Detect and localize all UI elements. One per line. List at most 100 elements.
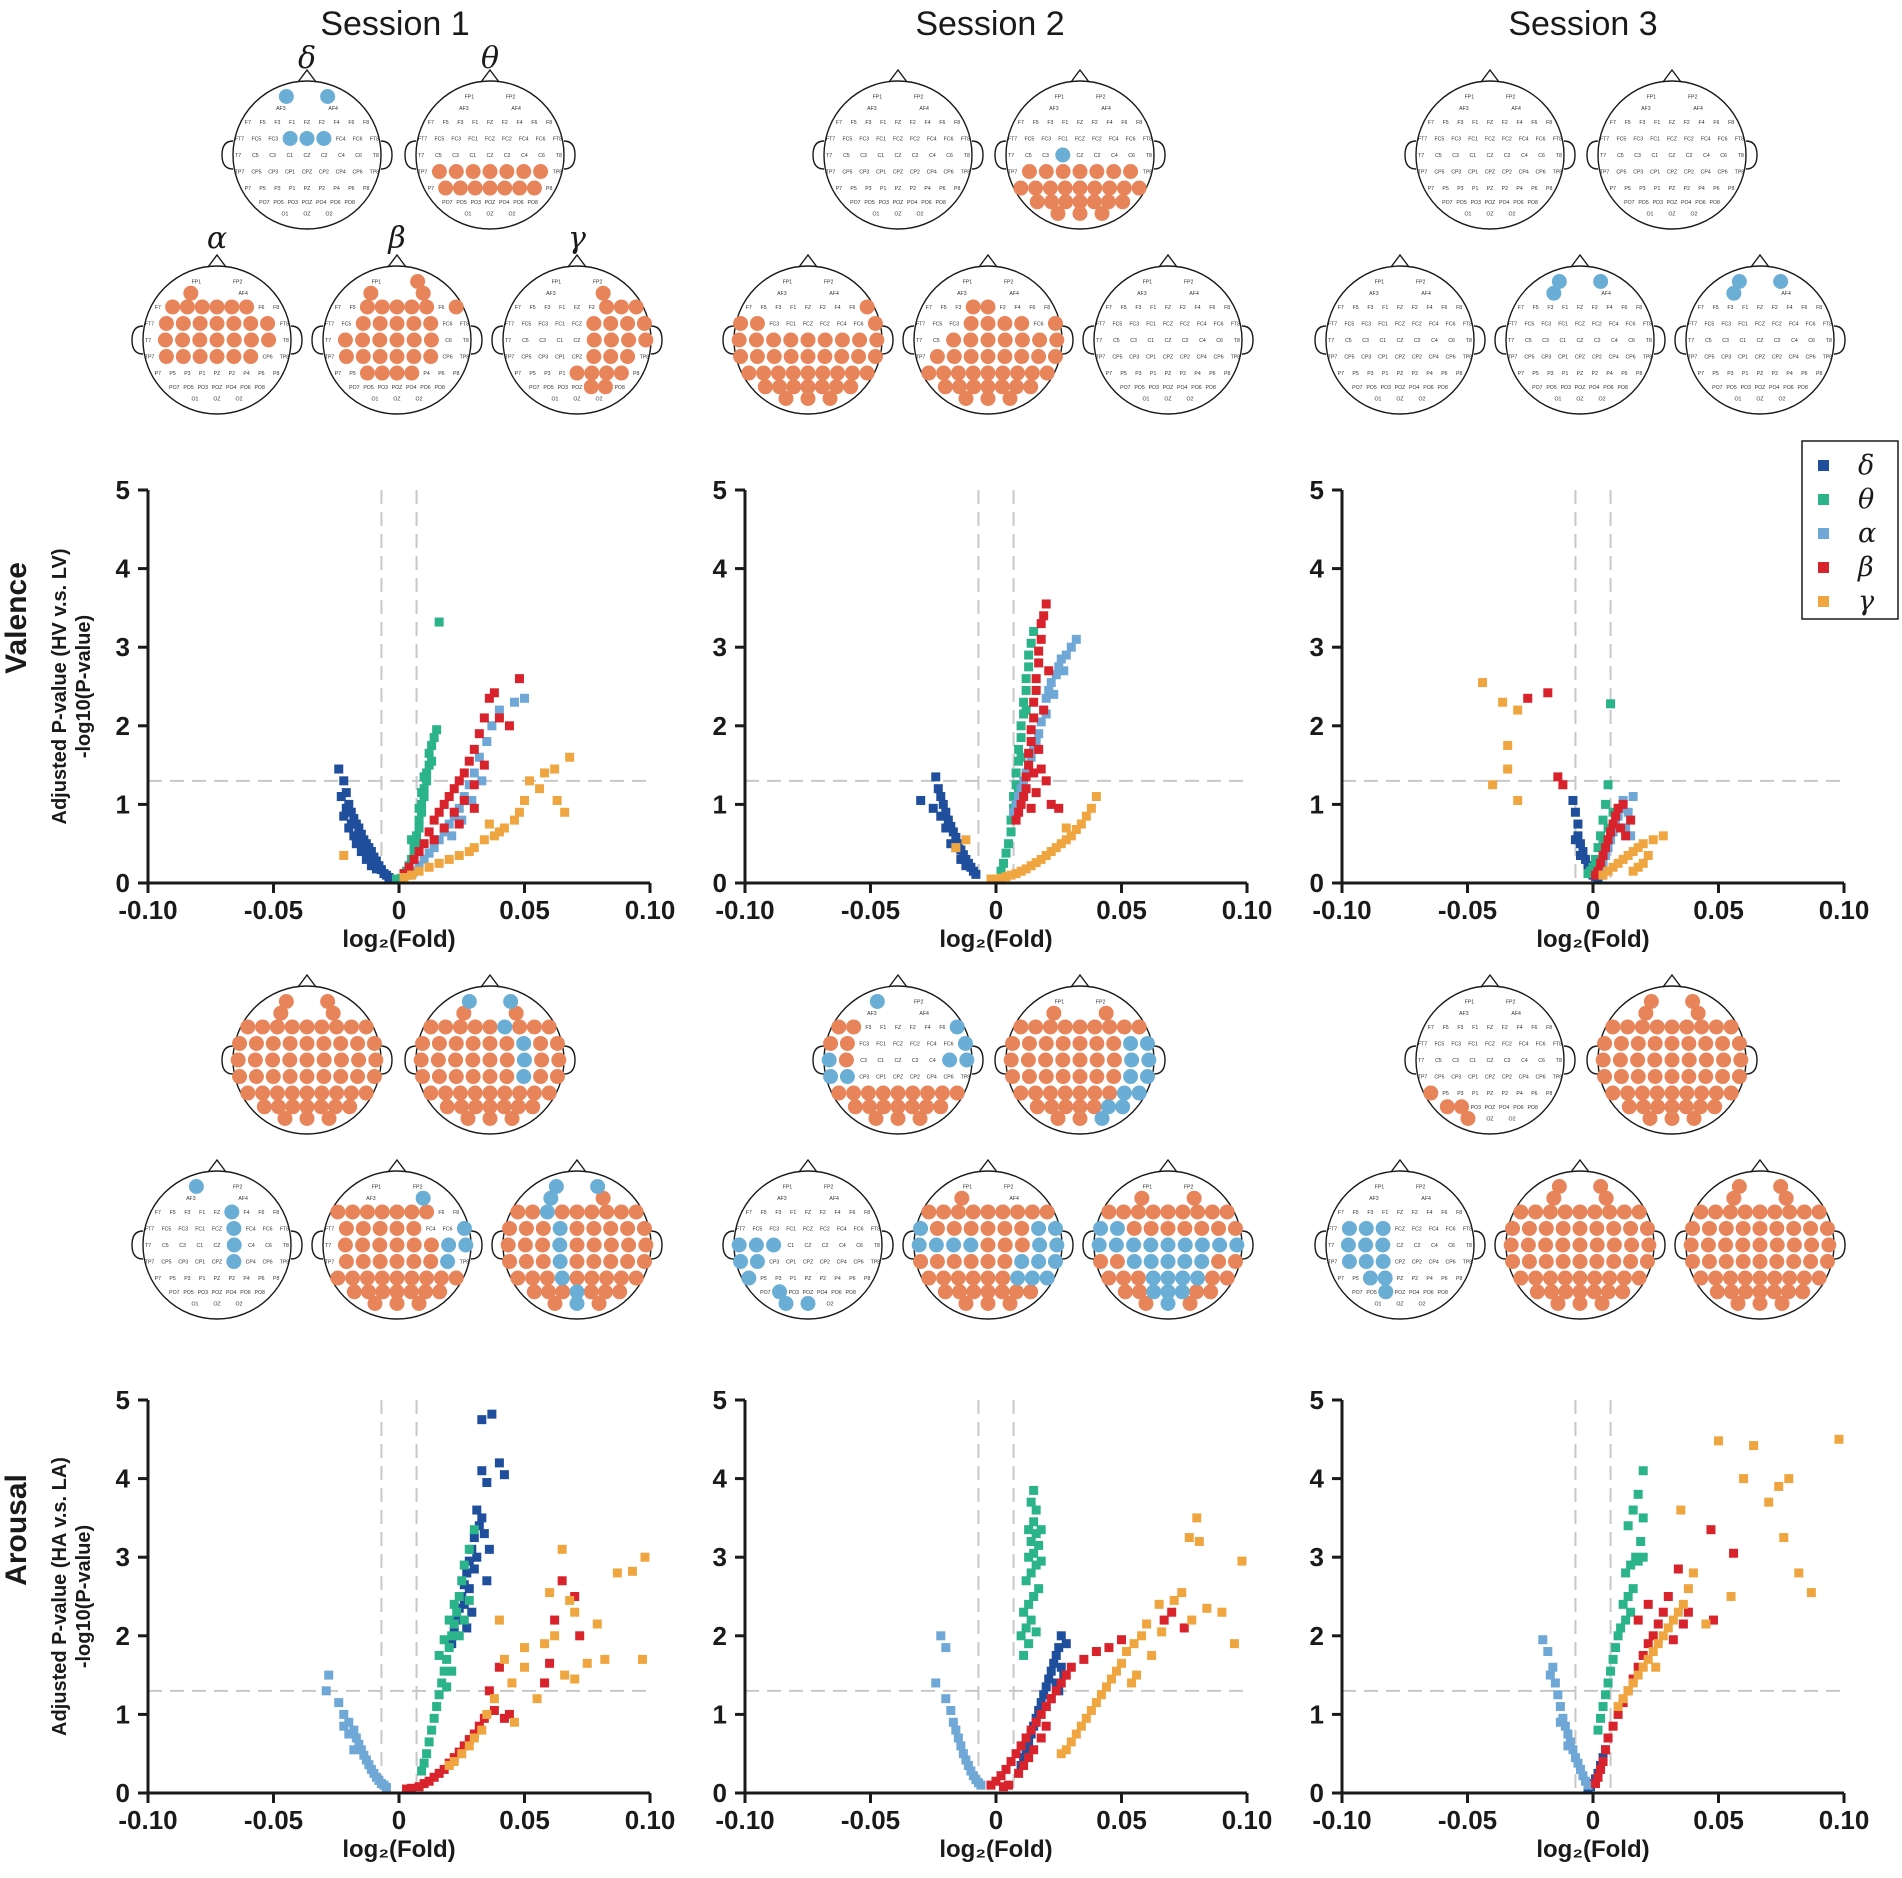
electrode-negative-dot: [1551, 274, 1567, 290]
electrode-label: FP2: [1416, 280, 1426, 286]
electrode-label: FP1: [1055, 1000, 1065, 1006]
electrode-label: P6: [1621, 371, 1627, 377]
data-point-beta: [1036, 634, 1046, 644]
band-label-alpha: α: [207, 221, 227, 256]
electrode-positive-dot: [1072, 1019, 1088, 1035]
electrode-label: C3: [1634, 153, 1641, 159]
electrode-positive-dot: [439, 1099, 455, 1115]
data-point-delta: [1061, 1639, 1071, 1649]
electrode-label: C6: [1720, 153, 1727, 159]
electrode-label: F5: [1443, 120, 1449, 126]
electrode-positive-dot: [358, 1019, 374, 1035]
x-tick-label: 0.05: [499, 1805, 550, 1835]
row-label-arousal: Arousal: [0, 1474, 33, 1586]
electrode-positive-dot: [958, 390, 974, 406]
electrode-positive-dot: [1752, 1270, 1768, 1286]
data-point-beta: [414, 847, 424, 857]
electrode-positive-dot: [467, 1085, 483, 1101]
electrode-positive-dot: [389, 1254, 405, 1270]
nose-mark: [1390, 253, 1410, 268]
data-point-beta: [1598, 1757, 1608, 1767]
electrode-label: F4: [1427, 305, 1433, 311]
electrode-label: FC6: [1806, 321, 1816, 327]
head-outline: [1505, 265, 1655, 415]
electrode-positive-dot: [299, 1110, 315, 1126]
electrode-label: F1: [1382, 1210, 1388, 1216]
data-point-beta: [434, 807, 444, 817]
electrode-label: PO5: [864, 200, 874, 206]
electrode-positive-dot: [240, 1085, 256, 1101]
electrode-label: FT7: [505, 321, 514, 327]
electrode-label: FC2: [1502, 1041, 1512, 1047]
electrode-positive-dot: [843, 379, 859, 395]
electrode-positive-dot: [1014, 1237, 1030, 1253]
electrode-positive-dot: [255, 1019, 271, 1035]
electrode-label: FC1: [1468, 136, 1478, 142]
electrode-positive-dot: [243, 315, 259, 331]
electrode-positive-dot: [1752, 1295, 1768, 1311]
data-point-gamma: [565, 752, 575, 762]
electrode-negative-dot: [548, 1179, 564, 1195]
right-ear: [881, 325, 894, 355]
data-point-theta: [1019, 697, 1029, 707]
electrode-positive-dot: [613, 299, 629, 315]
electrode-label: P8: [1636, 371, 1642, 377]
electrode-label: FC3: [1041, 136, 1051, 142]
electrode-label: C3: [1452, 153, 1459, 159]
electrode-label: F8: [1456, 1210, 1462, 1216]
electrode-positive-dot: [1106, 1052, 1122, 1068]
electrode-label: FT8: [1463, 321, 1472, 327]
electrode-positive-dot: [351, 1052, 367, 1068]
data-point-alpha: [351, 1733, 361, 1743]
electrode-label: OZ: [1576, 396, 1583, 402]
electrode-label: PO5: [1366, 1290, 1376, 1296]
electrode-positive-dot: [541, 1085, 557, 1101]
data-point-delta: [464, 1556, 474, 1566]
electrode-label: F8: [954, 120, 960, 126]
electrode-label: C3: [269, 153, 276, 159]
electrode-positive-dot: [921, 1270, 937, 1286]
electrode-label: C3: [1722, 338, 1729, 344]
x-tick-label: -0.05: [1438, 1805, 1497, 1835]
electrode-label: F2: [1684, 120, 1690, 126]
electrode-label: AF4: [238, 1196, 248, 1202]
data-point-theta: [1016, 721, 1026, 731]
electrode-positive-dot: [954, 1190, 970, 1206]
electrode-label: FC4: [1609, 321, 1619, 327]
electrode-positive-dot: [741, 365, 757, 381]
electrode-label: PO7: [169, 385, 179, 391]
legend-label-alpha: α: [1858, 518, 1876, 549]
electrode-positive-dot: [278, 994, 294, 1010]
electrode-negative-dot: [1139, 1035, 1155, 1051]
electrode-positive-dot: [1693, 1204, 1709, 1220]
electrode-label: CP2: [1180, 355, 1190, 361]
series-gamma: [1478, 678, 1668, 880]
electrode-label: FP1: [1647, 95, 1657, 101]
electrode-positive-dot: [333, 1035, 349, 1051]
head-outline: [1415, 985, 1565, 1135]
electrode-positive-dot: [1769, 1220, 1785, 1236]
electrode-label: CPZ: [1667, 170, 1677, 176]
electrode-label: C3: [1362, 338, 1369, 344]
data-point-theta: [414, 823, 424, 833]
electrode-label: FP2: [1506, 1000, 1516, 1006]
data-point-alpha: [1623, 807, 1633, 817]
electrode-positive-dot: [1538, 1237, 1554, 1253]
electrode-label: P5: [1352, 371, 1358, 377]
electrode-positive-dot: [1089, 1035, 1105, 1051]
electrode-positive-dot: [209, 315, 225, 331]
electrode-positive-dot: [859, 299, 875, 315]
electrode-label: O2: [1779, 396, 1786, 402]
y-tick-label: 1: [1310, 789, 1324, 819]
data-point-alpha: [1041, 693, 1051, 703]
data-point-beta: [444, 792, 454, 802]
electrode-label: C1: [1469, 153, 1476, 159]
electrode-positive-dot: [834, 349, 850, 365]
electrode-label: FZ: [1397, 1210, 1403, 1216]
electrode-positive-dot: [1819, 1254, 1835, 1270]
data-point-beta: [1611, 811, 1621, 821]
electrode-label: TP8: [1463, 355, 1473, 361]
electrode-label: FP2: [1004, 280, 1014, 286]
electrode-label: F6: [939, 120, 945, 126]
data-point-delta: [1568, 795, 1578, 805]
